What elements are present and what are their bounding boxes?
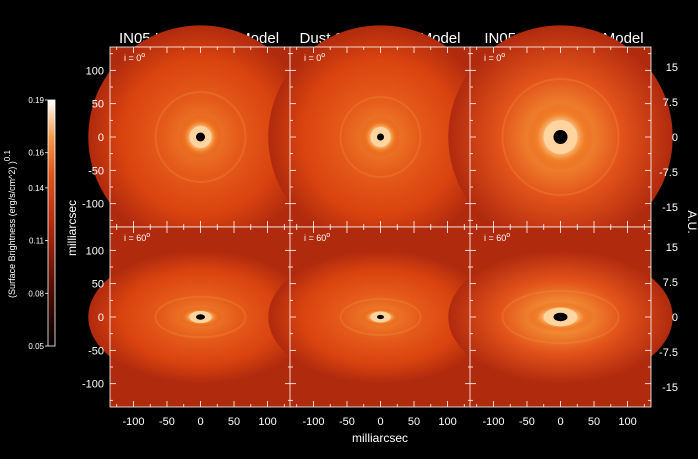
y-tick-label: -100 [82, 199, 104, 211]
disk-halo-ring [501, 289, 620, 345]
disk-halo-ring [154, 295, 247, 339]
inclination-unit: o [146, 232, 150, 239]
inclination-label: i = 0o [304, 52, 325, 63]
x-tick-label: -100 [302, 416, 324, 428]
au-tick-label: 7.5 [663, 97, 678, 109]
x-tick-label: -100 [482, 416, 504, 428]
panel-r1-c0: i = 60o [88, 226, 313, 408]
au-tick-label: -7.5 [659, 347, 678, 359]
x-tick-label: 0 [197, 416, 203, 428]
inclination-unit: o [501, 52, 505, 59]
panel-r0-c0: i = 0o [88, 25, 313, 249]
disk-halo-ring [339, 298, 422, 336]
disk-halo-ring [501, 78, 620, 196]
inclination-unit: o [506, 232, 510, 239]
colorbar-tick-label: 0.05 [28, 342, 44, 351]
y-tick-label: 0 [98, 132, 104, 144]
colorbar: 0.19 0.16 0.14 0.11 0.08 0.05 [28, 96, 56, 351]
inclination-unit: o [141, 52, 145, 59]
inclination-label: i = 0o [124, 52, 145, 63]
axes-group: 100 50 0 -50 -100 15 7.5 0 -7.5 -15 100 50 0 -50 -100 1… [82, 62, 678, 428]
colorbar-tick-label: 0.08 [28, 289, 44, 298]
central-hole [196, 314, 205, 320]
au-tick-label: -7.5 [659, 167, 678, 179]
inclination-label: i = 0o [484, 52, 505, 63]
central-hole [377, 314, 384, 320]
au-tick-label: 15 [666, 242, 678, 254]
x-tick-label: 50 [408, 416, 420, 428]
au-tick-label: 0 [672, 132, 678, 144]
inclination-unit: o [326, 232, 330, 239]
inclination-unit: o [321, 52, 325, 59]
central-hole [553, 312, 568, 322]
panel-r0-c2: i = 0o [448, 25, 673, 249]
y-tick-label: 50 [92, 279, 104, 291]
disk-halo-ring [339, 96, 422, 178]
colorbar-label-text: (Surface Brightness (erg/s/cm^2) ) [7, 161, 17, 298]
panel-grid: i = 0o i = 0o i = 0o i = 60o i = 60o i = 60o [88, 25, 673, 408]
au-tick-label: -15 [662, 382, 678, 394]
x-tick-label: -50 [339, 416, 355, 428]
colorbar-tick-label: 0.14 [28, 184, 44, 193]
au-tick-label: 0 [672, 312, 678, 324]
x-tick-label: -100 [122, 416, 144, 428]
central-hole [553, 130, 568, 144]
inclination-label: i = 60o [124, 232, 150, 243]
central-hole [196, 132, 205, 142]
colorbar-tick-label: 0.19 [28, 96, 44, 105]
y-axis-label: milliarcsec [65, 200, 79, 256]
y-tick-label: -50 [88, 165, 104, 177]
au-tick-label: 15 [666, 62, 678, 74]
y-tick-label: 50 [92, 99, 104, 111]
x-tick-label: 100 [618, 416, 636, 428]
colorbar-exponent: 0.1 [3, 150, 12, 162]
x-tick-label: 0 [377, 416, 383, 428]
colorbar-gradient [47, 99, 56, 347]
inclination-label: i = 60o [304, 232, 330, 243]
x-tick-label: 0 [557, 416, 563, 428]
x-tick-label: 50 [588, 416, 600, 428]
x-tick-label: 50 [228, 416, 240, 428]
inclination-label: i = 60o [484, 232, 510, 243]
panel-r0-c1: i = 0o [268, 25, 493, 249]
y-tick-label: -50 [88, 345, 104, 357]
colorbar-label: (Surface Brightness (erg/s/cm^2) )0.1 [3, 150, 17, 298]
au-axis-label: A.U. [685, 210, 698, 233]
x-tick-label: 100 [258, 416, 276, 428]
au-tick-label: -15 [662, 202, 678, 214]
y-tick-label: 100 [86, 65, 104, 77]
y-tick-label: -100 [82, 379, 104, 391]
colorbar-tick-label: 0.11 [29, 237, 45, 246]
panel-r1-c1: i = 60o [268, 226, 493, 408]
y-tick-label: 0 [98, 312, 104, 324]
panel-r1-c2: i = 60o [448, 226, 673, 408]
au-tick-label: 7.5 [663, 277, 678, 289]
colorbar-tick-label: 0.16 [28, 149, 44, 158]
x-tick-label: -50 [519, 416, 535, 428]
x-tick-label: -50 [159, 416, 175, 428]
x-axis-label: milliarcsec [352, 431, 408, 445]
y-tick-label: 100 [86, 245, 104, 257]
disk-halo-ring [154, 91, 247, 183]
x-tick-label: 100 [438, 416, 456, 428]
central-hole [377, 133, 384, 141]
